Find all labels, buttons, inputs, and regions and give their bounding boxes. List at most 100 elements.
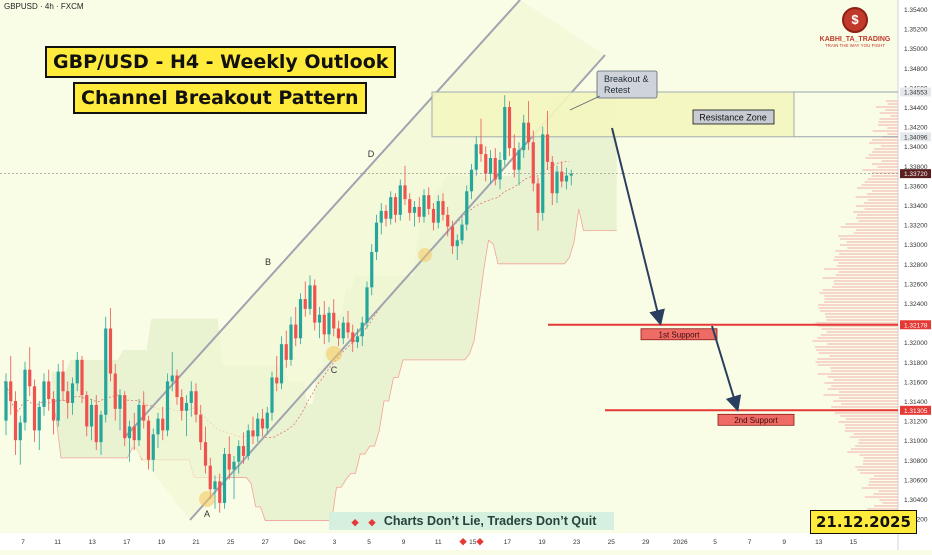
time-tick: 7 [21, 539, 25, 546]
candle-body [23, 370, 26, 423]
volume-profile-bar [820, 310, 898, 312]
candle-body [166, 381, 169, 430]
candle-body [80, 360, 83, 395]
volume-profile-bar [856, 229, 898, 231]
candle-body [427, 195, 430, 209]
volume-profile-bar [853, 211, 898, 213]
volume-profile-bar [824, 301, 898, 303]
volume-profile-bar [819, 292, 898, 294]
volume-profile-bar [824, 382, 898, 384]
volume-profile-bar [878, 124, 898, 126]
volume-profile-bar [821, 334, 898, 336]
tagline-banner: ◆ ◆ Charts Don’t Lie, Traders Don’t Quit … [329, 512, 614, 530]
swing-label-c: C [331, 365, 338, 375]
candle-body [380, 211, 383, 223]
price-tag: 1.32178 [904, 322, 928, 329]
candle-body [332, 313, 335, 329]
candle-body [275, 377, 278, 383]
volume-profile-bar [822, 289, 898, 291]
candle-body [270, 377, 273, 412]
volume-profile-bar [862, 184, 898, 186]
volume-profile-bar [818, 373, 898, 375]
candle-body [484, 154, 487, 174]
candle-body [370, 252, 373, 287]
candle-body [147, 421, 150, 460]
price-tick: 1.31400 [904, 399, 928, 406]
candle-body [517, 150, 520, 170]
volume-profile-bar [872, 163, 898, 165]
time-tick: 21 [192, 539, 200, 546]
volume-profile-bar [868, 178, 898, 180]
volume-profile-bar [863, 460, 898, 462]
2nd-support-label: 2nd Support [734, 416, 778, 425]
volume-profile-bar [822, 277, 898, 279]
candle-body [384, 211, 387, 219]
price-tick: 1.31600 [904, 379, 928, 386]
volume-profile-bar [825, 298, 898, 300]
date-badge: 21.12.2025 [810, 510, 917, 534]
volume-profile-bar [845, 430, 898, 432]
volume-profile-bar [839, 397, 898, 399]
time-tick: 13 [815, 539, 823, 546]
candle-body [57, 372, 60, 421]
candle-body [185, 403, 188, 411]
volume-profile-bar [829, 355, 898, 357]
brand-name: KABHI_TA_TRADING [815, 36, 895, 43]
price-tag: 1.34096 [904, 134, 928, 141]
volume-profile-bar [830, 367, 898, 369]
candle-body [9, 381, 12, 401]
volume-profile-bar [818, 304, 898, 306]
volume-profile-bar [833, 259, 898, 261]
candle-body [313, 285, 316, 322]
volume-profile-bar [838, 421, 898, 423]
volume-profile-bar [819, 352, 898, 354]
candle-body [114, 374, 117, 409]
time-tick: 7 [748, 539, 752, 546]
volume-profile-bar [846, 418, 898, 420]
candle-body [437, 201, 440, 223]
volume-profile-bar [873, 130, 898, 132]
candle-body [460, 225, 463, 241]
volume-profile-bar [815, 361, 898, 363]
price-tick: 1.35000 [904, 46, 928, 53]
volume-profile-bar [888, 103, 898, 105]
price-tick: 1.32600 [904, 281, 928, 288]
volume-profile-bar [824, 295, 898, 297]
volume-profile-bar [824, 268, 898, 270]
candle-body [408, 199, 411, 213]
brand-slogan: TRAIN THE WAY YOU FIGHT [815, 43, 895, 48]
candle-body [237, 446, 240, 462]
candle-body [280, 344, 283, 383]
candle-body [422, 195, 425, 217]
volume-profile-bar [865, 181, 898, 183]
time-tick: 27 [262, 539, 270, 546]
volume-profile-bar [846, 223, 898, 225]
volume-profile-bar [872, 151, 898, 153]
volume-profile-bar [879, 490, 898, 492]
volume-profile-bar [876, 106, 898, 108]
volume-profile-bar [835, 256, 898, 258]
price-tick: 1.33000 [904, 242, 928, 249]
volume-profile-bar [890, 115, 898, 117]
tagline-text: Charts Don’t Lie, Traders Don’t Quit [384, 514, 597, 528]
time-tick: 11 [435, 539, 442, 546]
dollar-coin-icon: $ [842, 7, 868, 33]
candle-body [351, 332, 354, 342]
volume-profile-bar [827, 343, 898, 345]
volume-profile-bar [828, 376, 898, 378]
swing-label-d: D [368, 149, 375, 159]
volume-profile-bar [840, 244, 898, 246]
candle-body [19, 423, 22, 441]
candle-body [308, 285, 311, 309]
candle-body [403, 185, 406, 199]
volume-profile-bar [874, 475, 898, 477]
volume-profile-bar [817, 358, 898, 360]
candle-body [418, 207, 421, 217]
swing-highlight [199, 491, 215, 507]
candle-body [494, 158, 497, 180]
time-tick: 13 [89, 539, 97, 546]
volume-profile-bar [885, 109, 898, 111]
time-tick: 19 [158, 539, 166, 546]
swing-label-b: B [265, 257, 271, 267]
candle-body [356, 336, 359, 342]
